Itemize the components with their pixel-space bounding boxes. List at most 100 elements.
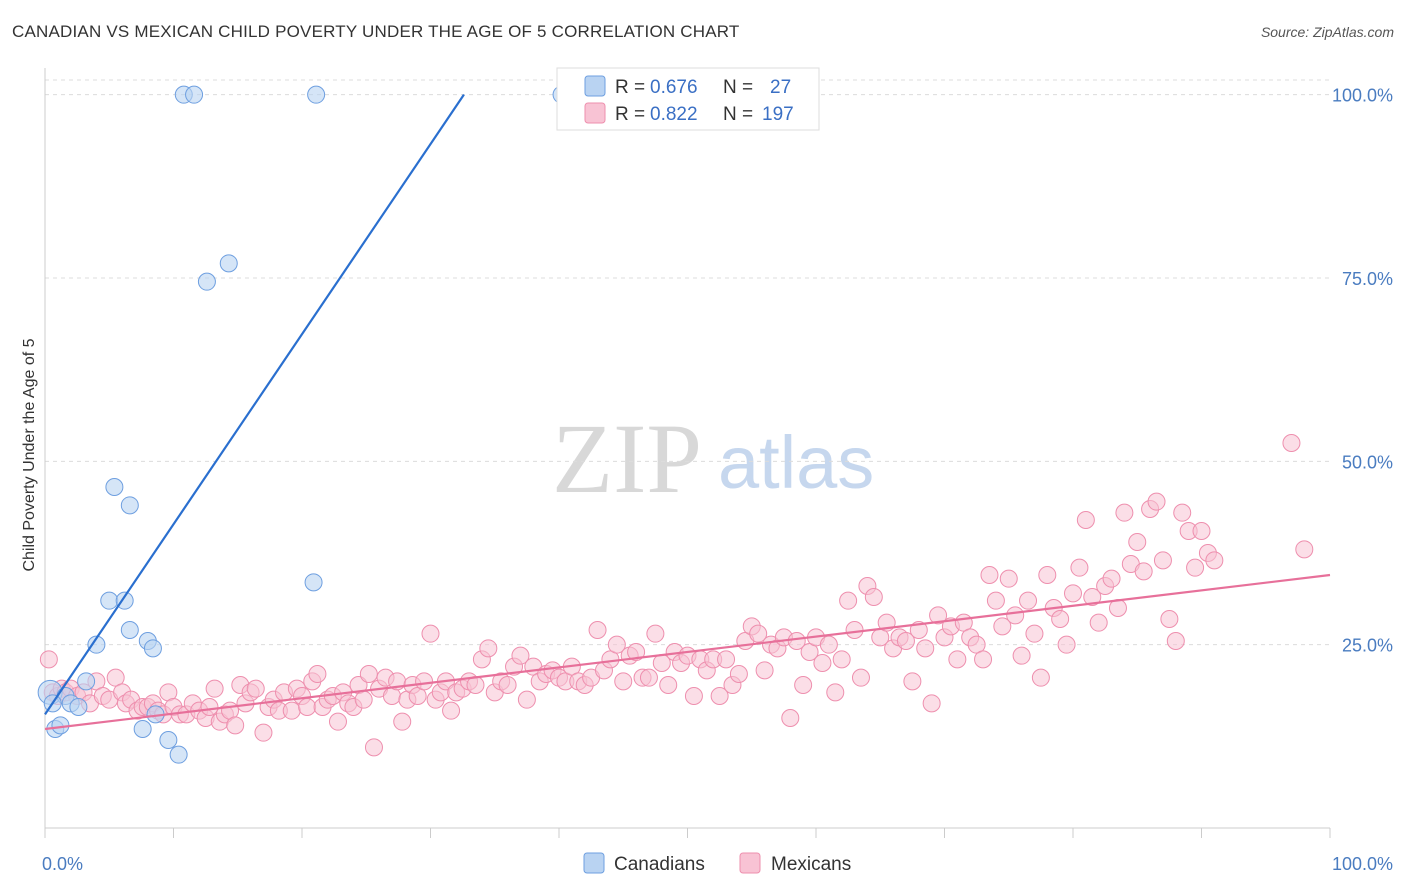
canadians-point [143,639,162,658]
mexicans-point [1153,551,1172,570]
x-tick-labels: 0.0% 100.0% [42,854,1393,874]
mexicans-point [1205,551,1224,570]
mexicans-point [1019,591,1038,610]
canadians-legend-swatch [584,75,606,97]
canadians-point [159,731,178,749]
mexicans-point [851,668,870,687]
mexicans-point [627,643,646,661]
mexicans-point [607,635,626,654]
mexicans-point [1134,562,1153,581]
canadians-r-label: R = [615,77,645,98]
mexicans-point [717,650,736,669]
mexicans-point [1173,503,1192,522]
mexicans-series-label: Mexicans [771,854,851,875]
mexicans-point [1076,511,1095,529]
mexicans-point [646,624,665,643]
mexicans-point [298,698,317,716]
watermark: ZIP atlas [552,403,874,514]
canadians-point [115,591,134,610]
mexicans-point [922,694,941,713]
canadians-point [100,591,119,610]
mexicans-point [442,701,461,720]
mexicans-point [929,606,948,625]
source-label: Source: ZipAtlas.com [1260,24,1394,40]
mexicans-point [205,679,224,698]
y-axis-title: Child Poverty Under the Age of 5 [21,338,38,571]
mexicans-point [1057,635,1076,654]
canadians-point [77,672,96,691]
canadians-n-label: N = [723,77,753,98]
mexicans-point [1089,613,1108,632]
canadians-trendline [44,94,465,715]
mexicans-point [819,635,838,654]
mexicans-point [845,621,864,639]
chart-title: CANADIAN VS MEXICAN CHILD POVERTY UNDER … [12,22,740,41]
mexicans-point [839,591,858,610]
canadians-point [169,745,188,764]
mexicans-point [614,672,633,691]
mexicans-point [1012,646,1031,665]
canadians-points [37,85,571,764]
y-tick-labels: 25.0% 50.0% 75.0% 100.0% [1332,86,1393,656]
mexicans-trendline [44,573,1331,731]
mexicans-point [1102,569,1121,588]
mexicans-point [246,679,265,698]
mexicans-points [39,434,1314,757]
trendlines [44,94,1331,731]
mexicans-n-label: N = [723,104,753,125]
canadians-point [304,573,323,592]
legend-stats: R = 0.676 N = 27 R = 0.822 N = 197 [556,67,820,131]
x-tick-label: 0.0% [42,854,83,874]
canadians-n-value: 27 [770,77,791,98]
mexicans-point [1115,503,1134,522]
mexicans-point [393,712,412,731]
mexicans-point [364,738,383,757]
mexicans-point [588,621,607,639]
x-tick-label: 100.0% [1332,854,1393,874]
mexicans-point [916,639,935,658]
mexicans-point [282,701,301,720]
mexicans-point [755,661,774,680]
canadians-point [219,254,238,273]
mexicans-point [974,650,993,669]
mexicans-point [226,716,245,735]
canadians-point [185,85,204,104]
watermark-zip: ZIP [552,403,702,514]
mexicans-point [1160,610,1179,628]
canadians-point [307,85,326,104]
canadians-r-value: 0.676 [650,77,698,98]
canadians-point [120,496,139,515]
y-tick-label: 100.0% [1332,86,1393,106]
mexicans-point [684,687,703,705]
mexicans-point [511,646,530,665]
mexicans-point [328,712,347,731]
mexicans-point [896,632,915,650]
mexicans-r-label: R = [615,104,645,125]
mexicans-point [993,617,1012,636]
mexicans-point [517,690,536,709]
canadians-point [120,621,139,639]
mexicans-point [308,665,327,683]
y-tick-label: 75.0% [1342,269,1393,289]
mexicans-point [1186,558,1205,577]
mexicans-point [498,676,517,694]
mexicans-point [415,672,434,691]
mexicans-point [359,665,378,683]
mexicans-legend-swatch [584,102,606,124]
mexicans-point [1166,632,1185,650]
mexicans-point [1051,610,1070,628]
mexicans-point [832,650,851,669]
canadians-point [197,272,216,291]
mexicans-point [781,709,800,727]
mexicans-r-value: 0.822 [650,104,698,125]
mexicans-point [1031,668,1050,687]
mexicans-point [479,639,498,658]
mexicans-n-value: 197 [762,104,794,125]
mexicans-point [729,665,748,683]
mexicans-point [39,650,58,669]
canadians-series-swatch [583,852,605,874]
mexicans-point [986,591,1005,610]
mexicans-point [1025,624,1044,643]
mexicans-point [999,569,1018,588]
